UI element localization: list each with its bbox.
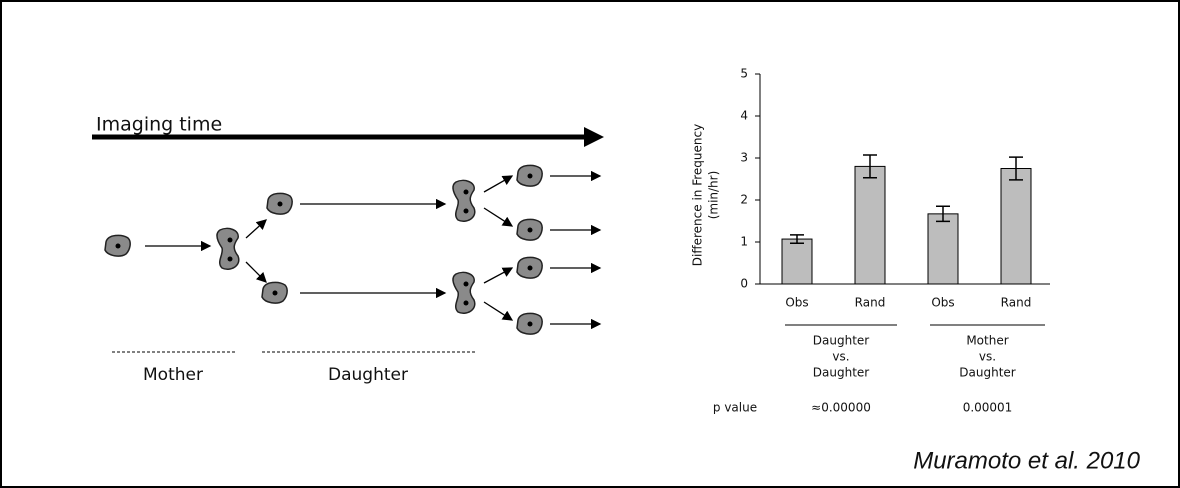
diagram: Imaging time Mother Daughter bbox=[92, 114, 604, 386]
group-label: Daughter bbox=[959, 366, 1016, 380]
phase-label: Daughter bbox=[328, 365, 408, 385]
cell bbox=[262, 282, 287, 303]
y-tick-label: 5 bbox=[740, 67, 748, 81]
group-label: vs. bbox=[832, 350, 849, 364]
time-arrow-head bbox=[584, 127, 604, 147]
group-label: vs. bbox=[979, 350, 996, 364]
x-tick-label: Obs bbox=[931, 296, 954, 310]
cell bbox=[517, 257, 542, 278]
y-tick-label: 0 bbox=[740, 277, 748, 291]
p-label: p value bbox=[713, 401, 757, 415]
y-axis-label: (min/hr) bbox=[707, 171, 721, 220]
bar bbox=[855, 166, 885, 284]
y-axis-label: Difference in Frequency bbox=[691, 124, 705, 266]
cell bbox=[517, 313, 542, 334]
y-tick-label: 4 bbox=[740, 109, 748, 123]
group-label: Mother bbox=[966, 334, 1008, 348]
p-value: 0.00001 bbox=[963, 401, 1013, 415]
citation: Muramoto et al. 2010 bbox=[913, 447, 1140, 474]
p-value: ≈0.00000 bbox=[811, 401, 871, 415]
dividing-cell bbox=[453, 180, 475, 221]
x-tick-label: Obs bbox=[785, 296, 808, 310]
x-tick-label: Rand bbox=[855, 296, 886, 310]
figure: Imaging time Mother Daughter Muramoto et… bbox=[0, 0, 1180, 488]
phase-label: Mother bbox=[143, 365, 203, 385]
dividing-cell bbox=[217, 228, 239, 269]
bar bbox=[782, 239, 812, 284]
group-label: Daughter bbox=[813, 334, 870, 348]
dividing-cell bbox=[453, 272, 475, 313]
bar bbox=[1001, 169, 1031, 285]
bar-chart: 0 1 2 3 4 5 Difference in Frequency(min/hr) Obs… bbox=[691, 67, 1051, 415]
cell bbox=[517, 165, 542, 186]
y-tick-label: 2 bbox=[740, 193, 748, 207]
group-label: Daughter bbox=[813, 366, 870, 380]
bar bbox=[928, 214, 958, 284]
arrow-label: Imaging time bbox=[96, 114, 222, 136]
y-tick-label: 1 bbox=[740, 235, 748, 249]
cell bbox=[267, 193, 292, 214]
x-tick-label: Rand bbox=[1001, 296, 1032, 310]
cell bbox=[517, 219, 542, 240]
y-tick-label: 3 bbox=[740, 151, 748, 165]
lineage-arrows bbox=[145, 176, 600, 324]
cell bbox=[105, 235, 130, 256]
